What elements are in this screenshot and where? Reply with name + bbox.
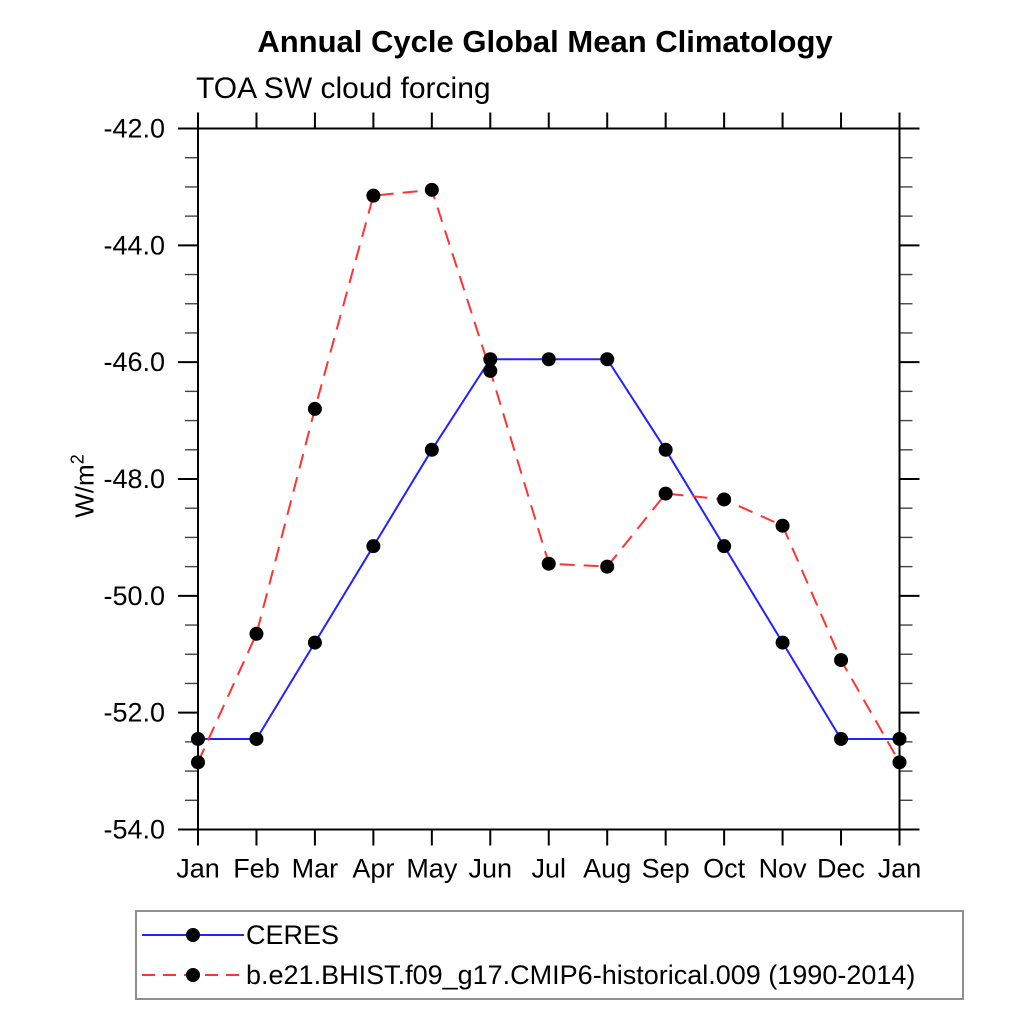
ceres-data-point — [775, 635, 790, 650]
model-data-point — [191, 755, 205, 770]
x-tick-label: Nov — [759, 854, 808, 884]
legend-row-model: b.e21.BHIST.f09_g17.CMIP6-historical.009… — [140, 960, 962, 991]
ceres-line-sample-icon — [142, 928, 244, 942]
model-data-point — [775, 518, 790, 533]
ceres-data-point — [834, 731, 849, 746]
ceres-data-point — [307, 635, 322, 650]
model-data-point — [834, 653, 849, 668]
model-data-point — [249, 626, 264, 641]
y-tick-label: -52.0 — [103, 698, 165, 728]
y-tick-label: -54.0 — [103, 815, 165, 845]
x-tick-label: Apr — [352, 854, 394, 884]
y-tick-label: -50.0 — [103, 581, 165, 611]
model-data-point — [541, 556, 556, 571]
legend-row-ceres: CERES — [140, 920, 962, 951]
legend-label-ceres: CERES — [246, 919, 340, 950]
model-data-point — [600, 559, 615, 574]
ceres-data-point — [600, 352, 615, 367]
chart-subtitle: TOA SW cloud forcing — [196, 72, 491, 105]
x-tick-label: Feb — [233, 854, 280, 884]
ceres-data-point — [249, 731, 264, 746]
chart-title: Annual Cycle Global Mean Climatology — [257, 24, 833, 59]
ceres-data-point — [366, 539, 381, 554]
ceres-data-point — [541, 352, 556, 367]
legend: CERES b.e21.BHIST.f09_g17.CMIP6-historic… — [135, 910, 964, 1000]
y-tick-label: -44.0 — [103, 230, 165, 260]
model-line — [197, 188, 901, 763]
ceres-data-point — [483, 352, 498, 367]
model-data-point — [424, 182, 439, 197]
x-tick-label: Jan — [878, 854, 922, 884]
plot-frame — [197, 127, 901, 831]
x-tick-label: Aug — [583, 854, 631, 884]
ceres-data-point — [424, 442, 439, 457]
x-tick-label: Dec — [817, 854, 865, 884]
model-data-point — [892, 755, 907, 770]
ceres-data-point — [658, 442, 673, 457]
x-tick-label: Jul — [531, 854, 566, 884]
legend-label-model: b.e21.BHIST.f09_g17.CMIP6-historical.009… — [246, 959, 916, 990]
ceres-data-point — [892, 731, 907, 746]
x-tick-label: Jan — [176, 854, 220, 884]
x-tick-label: May — [406, 854, 458, 884]
model-data-point — [366, 188, 381, 203]
x-tick-label: Oct — [703, 854, 746, 884]
y-axis-title-base: W/m — [69, 464, 100, 518]
model-dashed-line-sample-icon — [142, 968, 244, 982]
x-tick-label: Jun — [469, 854, 513, 884]
ceres-data-point — [191, 731, 205, 746]
x-tick-label: Mar — [292, 854, 339, 884]
model-data-point — [658, 486, 673, 501]
y-axis-title-exponent: 2 — [67, 454, 88, 465]
y-axis-title: W/m2 — [68, 454, 101, 517]
x-tick-label: Sep — [642, 854, 690, 884]
y-tick-label: -46.0 — [103, 347, 165, 377]
ceres-data-point — [717, 539, 732, 554]
model-data-point — [717, 492, 732, 507]
model-data-point — [307, 401, 322, 416]
ceres-line — [198, 358, 900, 740]
y-tick-label: -42.0 — [103, 114, 165, 144]
y-tick-label: -48.0 — [103, 464, 165, 494]
model-data-point — [483, 363, 498, 378]
